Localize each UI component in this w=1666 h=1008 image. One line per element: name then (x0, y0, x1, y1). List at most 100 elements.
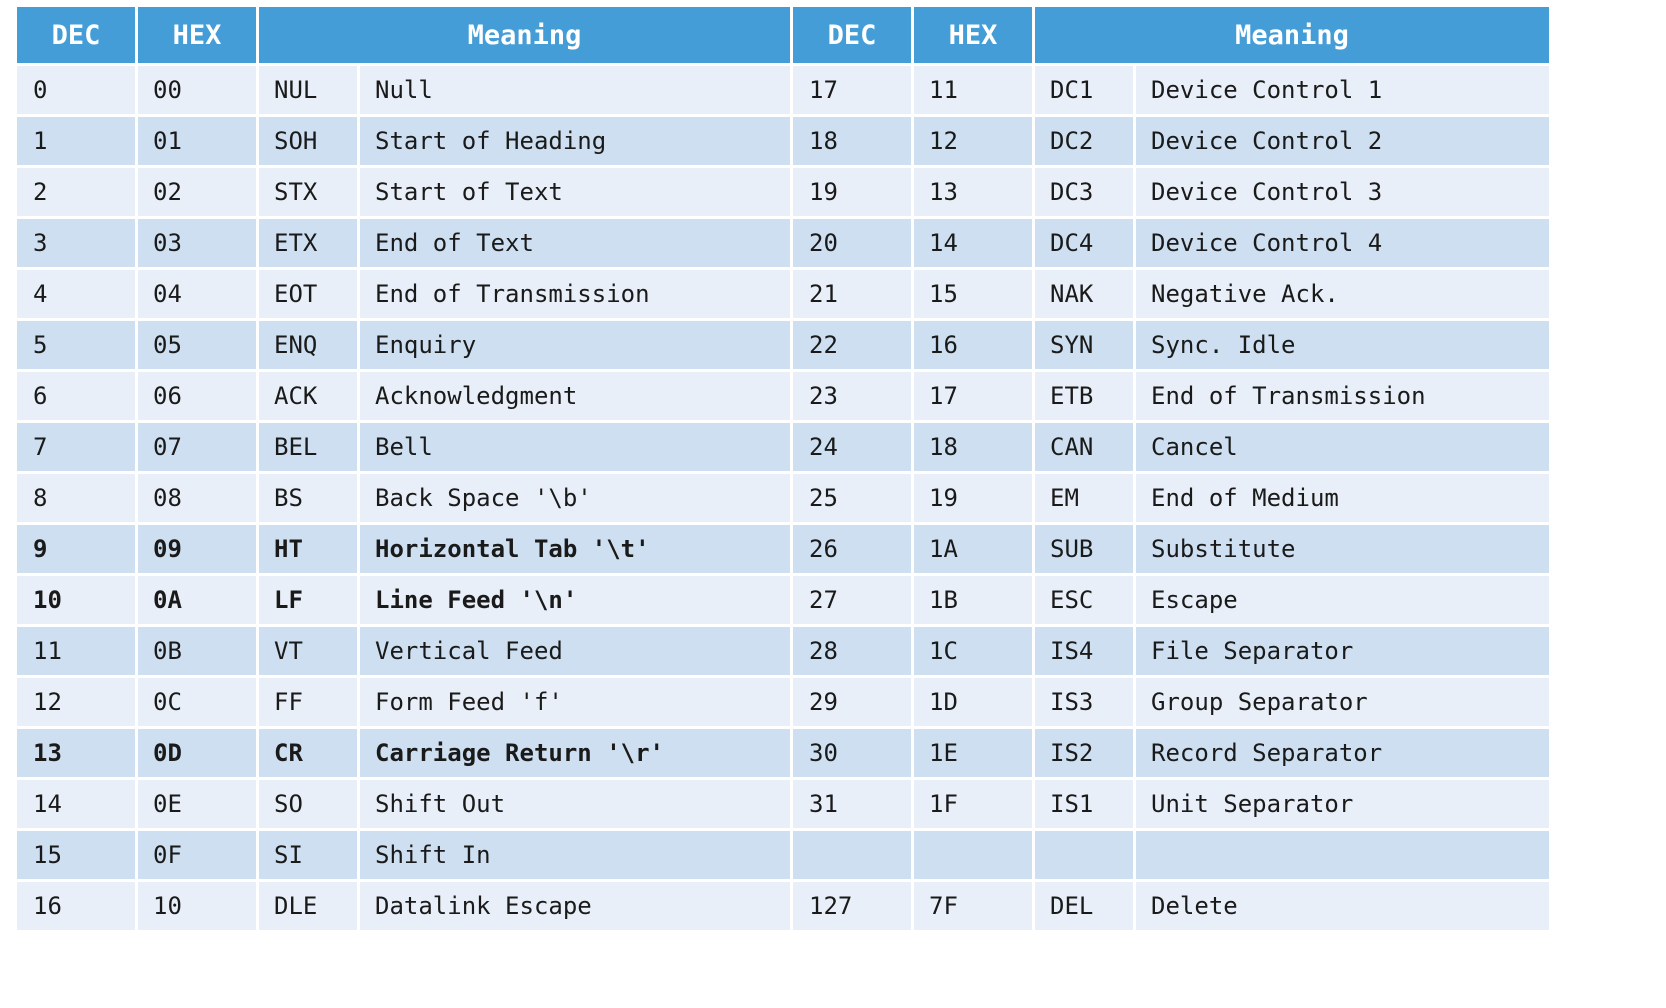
left-meaning-cell: Enquiry (360, 321, 791, 369)
left-meaning-cell: Acknowledgment (360, 372, 791, 420)
left-code-cell: BEL (259, 423, 357, 471)
left-meaning-cell: Datalink Escape (360, 882, 791, 930)
right-meaning-cell (1136, 831, 1550, 879)
left-meaning-cell: Shift Out (360, 780, 791, 828)
right-code-cell: SUB (1035, 525, 1134, 573)
table-row: 7 07 BEL Bell 24 18 CAN Cancel (17, 423, 1550, 471)
right-code-cell: IS1 (1035, 780, 1134, 828)
left-dec-cell: 12 (17, 678, 135, 726)
right-meaning-cell: Device Control 2 (1136, 117, 1550, 165)
right-hex-cell: 1A (914, 525, 1033, 573)
right-hex-cell: 13 (914, 168, 1033, 216)
header-hex-left: HEX (138, 7, 256, 63)
left-code-cell: DLE (259, 882, 357, 930)
left-hex-cell: 02 (138, 168, 256, 216)
table-row: 14 0E SO Shift Out 31 1F IS1 Unit Separator (17, 780, 1550, 828)
left-hex-cell: 08 (138, 474, 256, 522)
left-dec-cell: 3 (17, 219, 135, 267)
table-row: 0 00 NUL Null 17 11 DC1 Device Control 1 (17, 66, 1550, 114)
left-meaning-cell: Vertical Feed (360, 627, 791, 675)
table-row: 9 09 HT Horizontal Tab '\t' 26 1A SUB Substitut… (17, 525, 1550, 573)
left-dec-cell: 13 (17, 729, 135, 777)
right-dec-cell: 26 (793, 525, 912, 573)
right-code-cell: SYN (1035, 321, 1134, 369)
left-hex-cell: 04 (138, 270, 256, 318)
left-dec-cell: 16 (17, 882, 135, 930)
right-code-cell: EM (1035, 474, 1134, 522)
right-meaning-cell: Sync. Idle (1136, 321, 1550, 369)
right-meaning-cell: Cancel (1136, 423, 1550, 471)
right-dec-cell: 30 (793, 729, 912, 777)
left-dec-cell: 15 (17, 831, 135, 879)
left-hex-cell: 01 (138, 117, 256, 165)
right-dec-cell: 25 (793, 474, 912, 522)
right-dec-cell: 22 (793, 321, 912, 369)
right-meaning-cell: Record Separator (1136, 729, 1550, 777)
right-meaning-cell: Device Control 3 (1136, 168, 1550, 216)
table-row: 10 0A LF Line Feed '\n' 27 1B ESC Escape (17, 576, 1550, 624)
left-hex-cell: 06 (138, 372, 256, 420)
left-dec-cell: 11 (17, 627, 135, 675)
left-code-cell: FF (259, 678, 357, 726)
left-code-cell: ETX (259, 219, 357, 267)
left-dec-cell: 6 (17, 372, 135, 420)
right-meaning-cell: Unit Separator (1136, 780, 1550, 828)
left-code-cell: CR (259, 729, 357, 777)
left-dec-cell: 10 (17, 576, 135, 624)
left-hex-cell: 0C (138, 678, 256, 726)
right-dec-cell: 17 (793, 66, 912, 114)
right-hex-cell: 19 (914, 474, 1033, 522)
right-hex-cell: 1D (914, 678, 1033, 726)
right-meaning-cell: Device Control 4 (1136, 219, 1550, 267)
header-meaning-right: Meaning (1035, 7, 1550, 63)
right-code-cell: IS2 (1035, 729, 1134, 777)
left-dec-cell: 9 (17, 525, 135, 573)
left-hex-cell: 10 (138, 882, 256, 930)
right-dec-cell: 31 (793, 780, 912, 828)
left-hex-cell: 07 (138, 423, 256, 471)
right-hex-cell: 15 (914, 270, 1033, 318)
right-dec-cell: 27 (793, 576, 912, 624)
left-meaning-cell: End of Transmission (360, 270, 791, 318)
left-hex-cell: 00 (138, 66, 256, 114)
right-hex-cell: 1E (914, 729, 1033, 777)
right-dec-cell (793, 831, 912, 879)
table-row: 12 0C FF Form Feed 'f' 29 1D IS3 Group Separato… (17, 678, 1550, 726)
ascii-control-codes-table: DEC HEX Meaning DEC HEX Meaning 0 00 NUL Nu… (14, 4, 1552, 933)
table-row: 3 03 ETX End of Text 20 14 DC4 Device Control 4 (17, 219, 1550, 267)
header-meaning-left: Meaning (259, 7, 791, 63)
right-dec-cell: 23 (793, 372, 912, 420)
left-code-cell: SO (259, 780, 357, 828)
table-row: 1 01 SOH Start of Heading 18 12 DC2 Device Cont… (17, 117, 1550, 165)
left-meaning-cell: Horizontal Tab '\t' (360, 525, 791, 573)
left-code-cell: ACK (259, 372, 357, 420)
right-dec-cell: 20 (793, 219, 912, 267)
left-code-cell: ENQ (259, 321, 357, 369)
right-code-cell: IS4 (1035, 627, 1134, 675)
left-dec-cell: 7 (17, 423, 135, 471)
right-hex-cell: 1C (914, 627, 1033, 675)
right-hex-cell: 18 (914, 423, 1033, 471)
table-row: 8 08 BS Back Space '\b' 25 19 EM End of Medium (17, 474, 1550, 522)
header-hex-right: HEX (914, 7, 1033, 63)
right-dec-cell: 24 (793, 423, 912, 471)
left-hex-cell: 05 (138, 321, 256, 369)
left-code-cell: SOH (259, 117, 357, 165)
right-hex-cell (914, 831, 1033, 879)
left-hex-cell: 0F (138, 831, 256, 879)
left-meaning-cell: Form Feed 'f' (360, 678, 791, 726)
right-code-cell: CAN (1035, 423, 1134, 471)
right-hex-cell: 1F (914, 780, 1033, 828)
table-row: 6 06 ACK Acknowledgment 23 17 ETB End of Transm… (17, 372, 1550, 420)
left-meaning-cell: Carriage Return '\r' (360, 729, 791, 777)
right-meaning-cell: End of Medium (1136, 474, 1550, 522)
right-dec-cell: 21 (793, 270, 912, 318)
left-meaning-cell: Back Space '\b' (360, 474, 791, 522)
left-dec-cell: 2 (17, 168, 135, 216)
right-meaning-cell: End of Transmission (1136, 372, 1550, 420)
left-code-cell: SI (259, 831, 357, 879)
right-meaning-cell: File Separator (1136, 627, 1550, 675)
right-code-cell: DC2 (1035, 117, 1134, 165)
table-body: 0 00 NUL Null 17 11 DC1 Device Control 1 1 01 SOH S… (17, 66, 1550, 930)
right-code-cell: DC1 (1035, 66, 1134, 114)
